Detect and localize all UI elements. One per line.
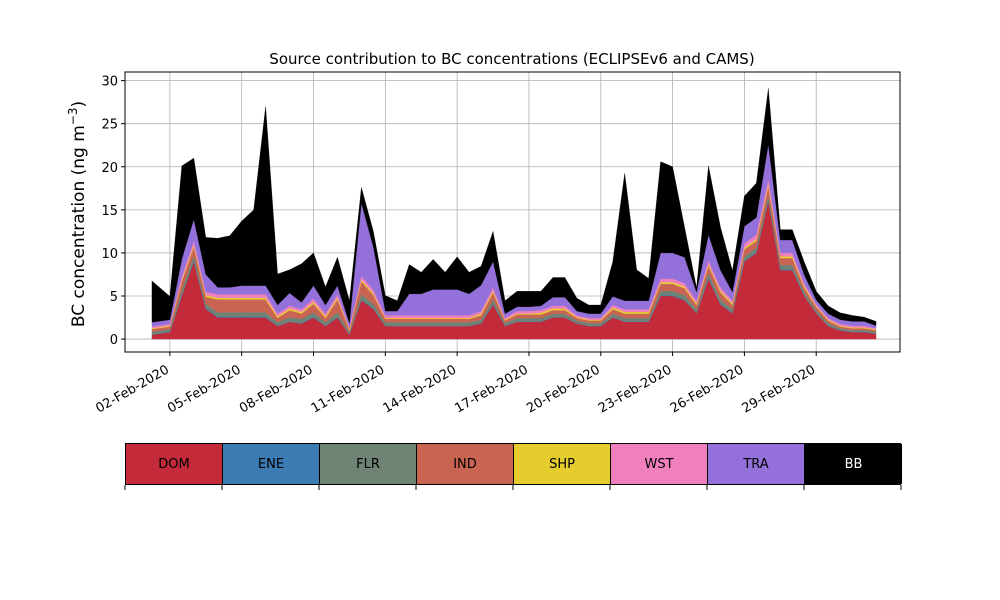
legend-label: ENE bbox=[257, 456, 285, 472]
x-tick-label: 05-Feb-2020 bbox=[165, 362, 244, 416]
x-tick-label: 08-Feb-2020 bbox=[237, 362, 316, 416]
plot-frame bbox=[124, 71, 901, 353]
y-tick-label: 15 bbox=[101, 204, 118, 219]
legend-entry-dom: DOM bbox=[126, 444, 223, 484]
y-axis-label-superscript: −3 bbox=[66, 107, 80, 125]
legend-colorbar: DOM ENE FLR IND SHP WST TRA BB bbox=[125, 443, 902, 485]
x-tick-label: 20-Feb-2020 bbox=[524, 362, 603, 416]
legend-entry-shp: SHP bbox=[514, 444, 611, 484]
y-tick-label: 10 bbox=[101, 247, 118, 262]
x-tick-label: 02-Feb-2020 bbox=[93, 362, 172, 416]
y-tick-label: 20 bbox=[101, 161, 118, 176]
y-axis-label-text: BC concentration (ng m bbox=[69, 125, 89, 327]
legend-label: WST bbox=[644, 456, 674, 472]
chart-plot: Source contribution to BC concentrations… bbox=[66, 50, 901, 416]
legend-entry-bb: BB bbox=[805, 444, 902, 484]
legend-label: BB bbox=[844, 456, 863, 472]
legend-label: TRA bbox=[743, 456, 769, 472]
y-tick-label: 0 bbox=[110, 333, 118, 348]
x-tick-label: 26-Feb-2020 bbox=[668, 362, 747, 416]
x-tick-label: 14-Feb-2020 bbox=[381, 362, 460, 416]
x-tick-label: 11-Feb-2020 bbox=[309, 362, 388, 416]
legend-entry-ind: IND bbox=[417, 444, 514, 484]
legend-label: FLR bbox=[356, 456, 380, 472]
legend-label: SHP bbox=[549, 456, 575, 472]
stacked-areas bbox=[151, 88, 877, 340]
y-tick-label: 30 bbox=[101, 75, 118, 90]
legend-entry-ene: ENE bbox=[223, 444, 320, 484]
y-tick-label: 5 bbox=[110, 290, 118, 305]
x-tick-label: 17-Feb-2020 bbox=[452, 362, 531, 416]
y-tick-label: 25 bbox=[101, 118, 118, 133]
legend-entry-wst: WST bbox=[611, 444, 708, 484]
legend-entry-flr: FLR bbox=[320, 444, 417, 484]
legend-label: IND bbox=[453, 456, 477, 472]
y-axis-label: BC concentration (ng m−3) bbox=[66, 101, 89, 327]
chart-title: Source contribution to BC concentrations… bbox=[269, 50, 754, 68]
x-tick-label: 29-Feb-2020 bbox=[740, 362, 819, 416]
x-tick-label: 23-Feb-2020 bbox=[596, 362, 675, 416]
area-bb bbox=[151, 88, 877, 326]
legend-entry-tra: TRA bbox=[708, 444, 805, 484]
y-axis-label-close: ) bbox=[69, 101, 89, 108]
legend-label: DOM bbox=[158, 456, 190, 472]
